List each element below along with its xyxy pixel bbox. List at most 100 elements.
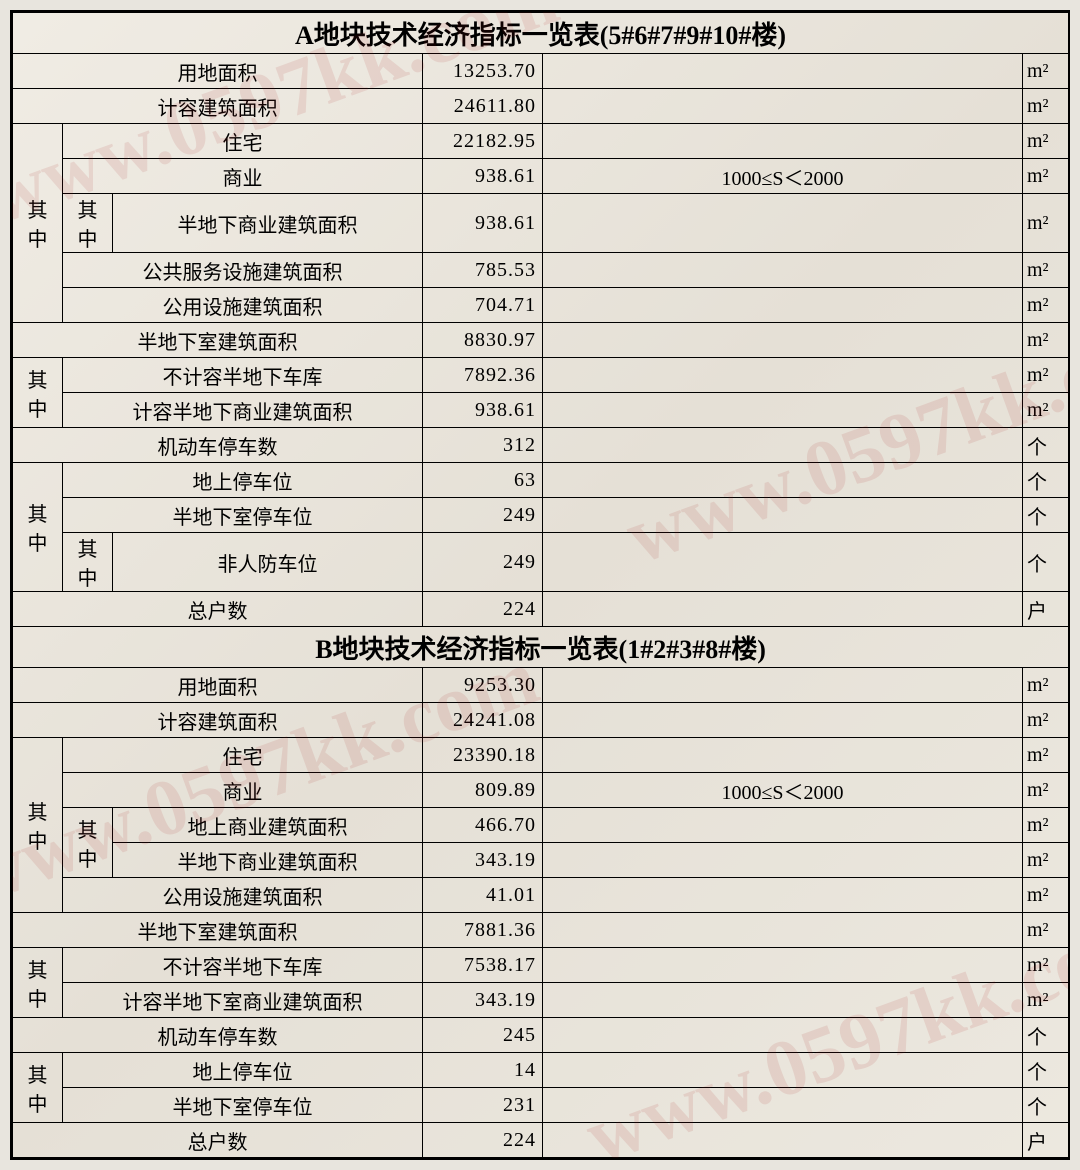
table-row: 公用设施建筑面积 41.01 m² xyxy=(13,878,1069,913)
table-row: 用地面积 9253.30 m² xyxy=(13,668,1069,703)
table-row: 半地下室停车位 249 个 xyxy=(13,498,1069,533)
table-row: 计容半地下商业建筑面积 938.61 m² xyxy=(13,393,1069,428)
b-ground-park-label: 地上停车位 xyxy=(63,1053,423,1088)
table-row: 半地下室停车位 231 个 xyxy=(13,1088,1069,1123)
a-qizhong-1: 其中 xyxy=(13,124,63,323)
table-row: 机动车停车数 312 个 xyxy=(13,428,1069,463)
b-ground-com-label: 地上商业建筑面积 xyxy=(113,808,423,843)
b-households: 224 xyxy=(423,1123,543,1158)
b-pub-facility: 41.01 xyxy=(423,878,543,913)
table-row: 其中 地上停车位 14 个 xyxy=(13,1053,1069,1088)
a-com: 938.61 xyxy=(423,159,543,194)
b-com: 809.89 xyxy=(423,773,543,808)
a-far-semi-com: 938.61 xyxy=(423,393,543,428)
table-row: 总户数 224 户 xyxy=(13,1123,1069,1158)
table-row: 商业 809.89 1000≤S＜2000 m² xyxy=(13,773,1069,808)
table-row: 总户数 224 户 xyxy=(13,592,1069,627)
table-row: 公共服务设施建筑面积 785.53 m² xyxy=(13,253,1069,288)
table-row: 其中 住宅 23390.18 m² xyxy=(13,738,1069,773)
table-row: 其中 地上商业建筑面积 466.70 m² xyxy=(13,808,1069,843)
b-parking-label: 机动车停车数 xyxy=(13,1018,423,1053)
a-semi-bsmt-label: 半地下室建筑面积 xyxy=(13,323,423,358)
a-com-note: 1000≤S＜2000 xyxy=(543,159,1023,194)
a-pub-facility: 704.71 xyxy=(423,288,543,323)
unit-m2: m² xyxy=(1023,54,1069,89)
a-res-label: 住宅 xyxy=(63,124,423,159)
b-semi-com-label: 半地下商业建筑面积 xyxy=(113,843,423,878)
table-row: 其中 住宅 22182.95 m² xyxy=(13,124,1069,159)
b-semi-bsmt: 7881.36 xyxy=(423,913,543,948)
table-row: 其中 半地下商业建筑面积 938.61 m² xyxy=(13,194,1069,253)
b-qizhong-1a: 其中 xyxy=(63,808,113,878)
a-qizhong-3: 其中 xyxy=(13,463,63,592)
a-semi-park-label: 半地下室停车位 xyxy=(63,498,423,533)
a-com-sub-label: 半地下商业建筑面积 xyxy=(113,194,423,253)
table-row: 半地下室建筑面积 7881.36 m² xyxy=(13,913,1069,948)
b-qizhong-3: 其中 xyxy=(13,1053,63,1123)
table-row: 其中 不计容半地下车库 7538.17 m² xyxy=(13,948,1069,983)
a-ground-park: 63 xyxy=(423,463,543,498)
b-com-note: 1000≤S＜2000 xyxy=(543,773,1023,808)
a-far-semi-com-label: 计容半地下商业建筑面积 xyxy=(63,393,423,428)
a-parking: 312 xyxy=(423,428,543,463)
a-households: 224 xyxy=(423,592,543,627)
section-b-title: B地块技术经济指标一览表(1#2#3#8#楼) xyxy=(13,627,1069,668)
a-non-defense: 249 xyxy=(423,533,543,592)
b-far-area: 24241.08 xyxy=(423,703,543,738)
b-semi-com: 343.19 xyxy=(423,843,543,878)
b-qizhong-1: 其中 xyxy=(13,738,63,913)
b-land-area-label: 用地面积 xyxy=(13,668,423,703)
table-row: 用地面积 13253.70 m² xyxy=(13,54,1069,89)
a-res: 22182.95 xyxy=(423,124,543,159)
b-households-label: 总户数 xyxy=(13,1123,423,1158)
a-nonfar-garage-label: 不计容半地下车库 xyxy=(63,358,423,393)
a-households-label: 总户数 xyxy=(13,592,423,627)
b-pub-facility-label: 公用设施建筑面积 xyxy=(63,878,423,913)
a-com-sub: 938.61 xyxy=(423,194,543,253)
table-row: 计容建筑面积 24611.80 m² xyxy=(13,89,1069,124)
table-row: 商业 938.61 1000≤S＜2000 m² xyxy=(13,159,1069,194)
a-non-defense-label: 非人防车位 xyxy=(113,533,423,592)
section-b-title-row: B地块技术经济指标一览表(1#2#3#8#楼) xyxy=(13,627,1069,668)
indicators-table: A地块技术经济指标一览表(5#6#7#9#10#楼) 用地面积 13253.70… xyxy=(12,12,1069,1158)
b-semi-park-label: 半地下室停车位 xyxy=(63,1088,423,1123)
b-qizhong-2: 其中 xyxy=(13,948,63,1018)
b-far-area-label: 计容建筑面积 xyxy=(13,703,423,738)
a-ground-park-label: 地上停车位 xyxy=(63,463,423,498)
a-far-area: 24611.80 xyxy=(423,89,543,124)
b-semi-bsmt-label: 半地下室建筑面积 xyxy=(13,913,423,948)
table-row: 其中 地上停车位 63 个 xyxy=(13,463,1069,498)
b-ground-com: 466.70 xyxy=(423,808,543,843)
document-container: www.0597kk.com www.0597kk.com www.0597kk… xyxy=(10,10,1070,1160)
b-nonfar-garage: 7538.17 xyxy=(423,948,543,983)
b-com-label: 商业 xyxy=(63,773,423,808)
a-pub-service-label: 公共服务设施建筑面积 xyxy=(63,253,423,288)
b-land-area: 9253.30 xyxy=(423,668,543,703)
table-row: 机动车停车数 245 个 xyxy=(13,1018,1069,1053)
b-ground-park: 14 xyxy=(423,1053,543,1088)
table-row: 半地下室建筑面积 8830.97 m² xyxy=(13,323,1069,358)
a-land-area: 13253.70 xyxy=(423,54,543,89)
a-com-label: 商业 xyxy=(63,159,423,194)
b-far-semi-com: 343.19 xyxy=(423,983,543,1018)
b-nonfar-garage-label: 不计容半地下车库 xyxy=(63,948,423,983)
table-row: 半地下商业建筑面积 343.19 m² xyxy=(13,843,1069,878)
section-a-title-row: A地块技术经济指标一览表(5#6#7#9#10#楼) xyxy=(13,13,1069,54)
a-semi-park: 249 xyxy=(423,498,543,533)
b-parking: 245 xyxy=(423,1018,543,1053)
table-row: 其中 不计容半地下车库 7892.36 m² xyxy=(13,358,1069,393)
a-qizhong-3a: 其中 xyxy=(63,533,113,592)
table-row: 其中 非人防车位 249 个 xyxy=(13,533,1069,592)
a-semi-bsmt: 8830.97 xyxy=(423,323,543,358)
a-pub-service: 785.53 xyxy=(423,253,543,288)
b-far-semi-com-label: 计容半地下室商业建筑面积 xyxy=(63,983,423,1018)
b-res: 23390.18 xyxy=(423,738,543,773)
a-qizhong-2: 其中 xyxy=(13,358,63,428)
a-far-area-label: 计容建筑面积 xyxy=(13,89,423,124)
a-pub-facility-label: 公用设施建筑面积 xyxy=(63,288,423,323)
a-nonfar-garage: 7892.36 xyxy=(423,358,543,393)
a-parking-label: 机动车停车数 xyxy=(13,428,423,463)
a-land-area-label: 用地面积 xyxy=(13,54,423,89)
table-row: 公用设施建筑面积 704.71 m² xyxy=(13,288,1069,323)
b-semi-park: 231 xyxy=(423,1088,543,1123)
